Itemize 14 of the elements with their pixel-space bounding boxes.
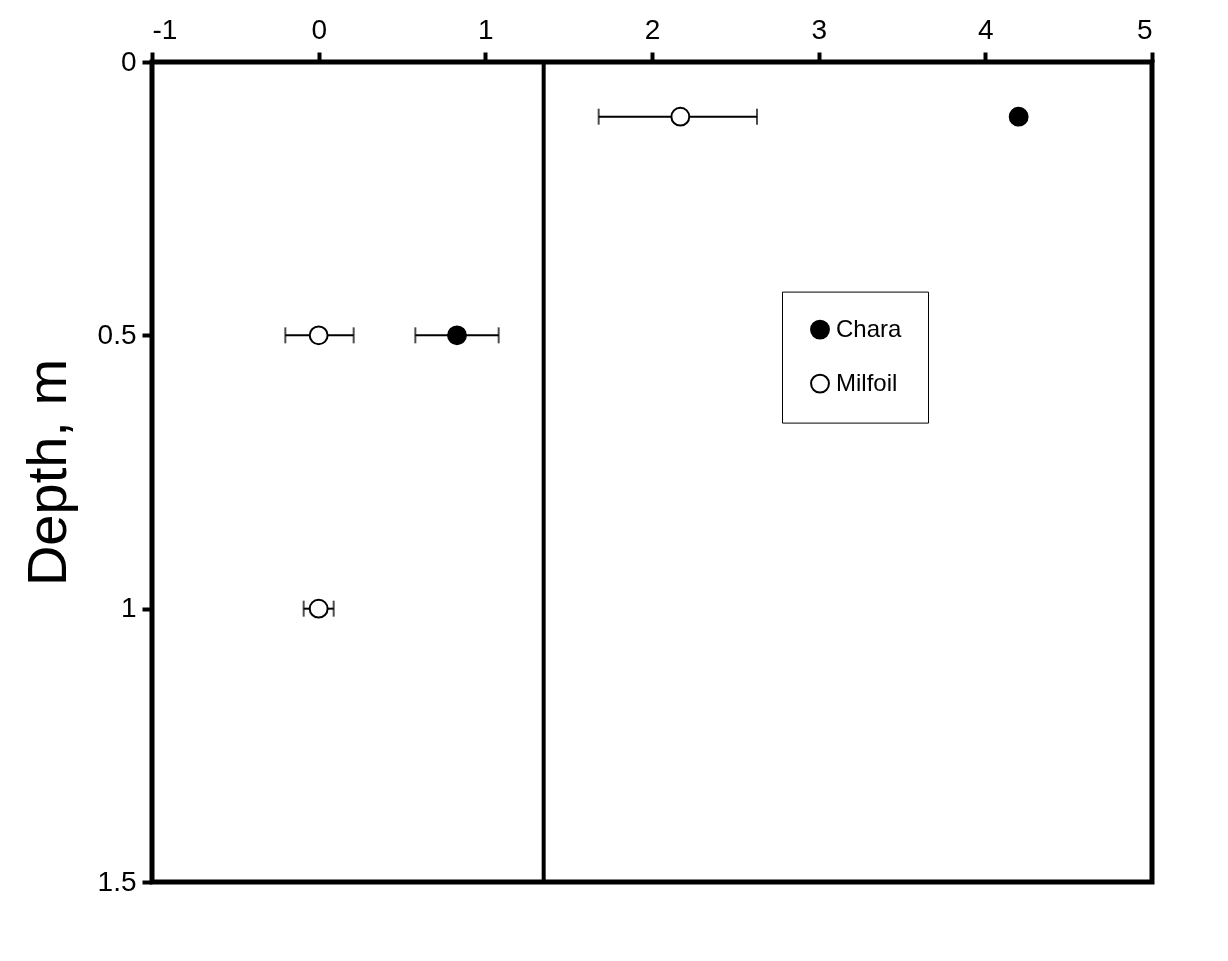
- x-tick-label: 3: [811, 13, 827, 45]
- x-tick-label: 0: [311, 13, 327, 45]
- y-tick-label: 0: [120, 45, 137, 77]
- y-tick-label: 0.5: [97, 318, 137, 350]
- y-tick-label: 1.5: [97, 865, 137, 897]
- x-tick-label: 5: [1136, 13, 1153, 45]
- x-tick-label: -1: [152, 13, 178, 45]
- x-tick-label: 2: [644, 13, 661, 45]
- legend-label: Chara: [836, 314, 903, 342]
- x-tick-label: 1: [478, 13, 494, 45]
- y-axis-title: Depth, m: [14, 358, 78, 587]
- legend-label: Milfoil: [836, 368, 898, 396]
- x-tick-label: 4: [978, 13, 994, 45]
- y-tick-label: 1: [120, 592, 137, 624]
